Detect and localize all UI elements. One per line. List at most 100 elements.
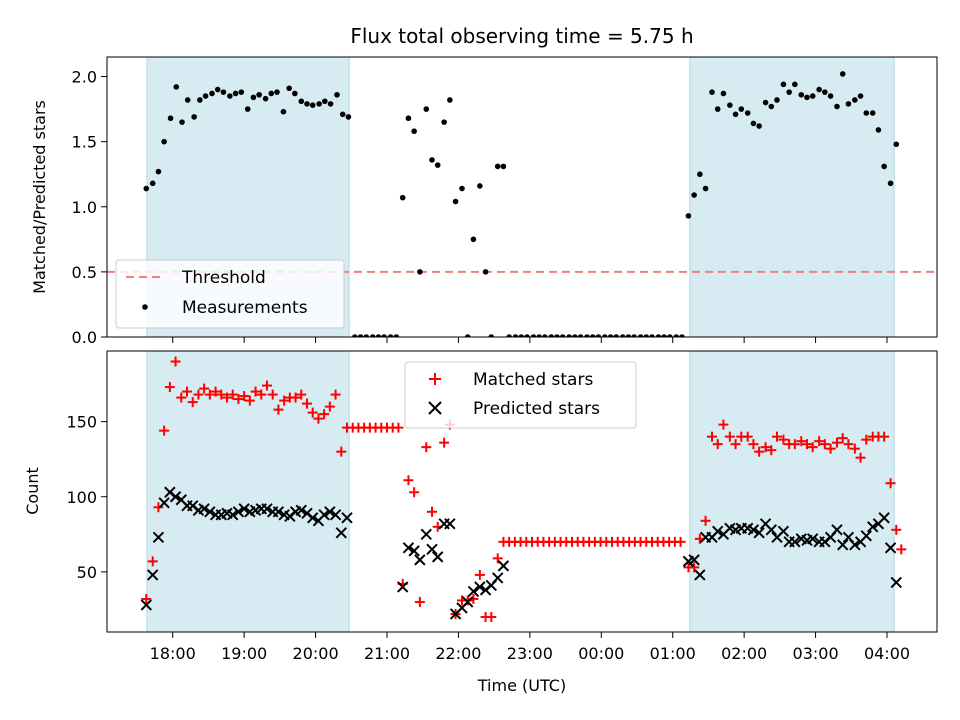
measurement-point — [357, 334, 364, 337]
matched-star-point — [837, 433, 848, 444]
matched-star-point — [700, 515, 711, 526]
measurement-point — [685, 213, 692, 219]
predicted-star-point — [295, 504, 307, 516]
measurement-point — [809, 93, 816, 99]
measurement-point — [613, 334, 620, 337]
measurement-point — [393, 334, 400, 337]
measurement-point — [339, 111, 346, 118]
matched-star-point — [689, 562, 700, 573]
bottom-y-ticks: 50 100 150 — [66, 413, 107, 582]
matched-star-point — [421, 442, 432, 453]
top-observing-windows — [146, 57, 895, 337]
predicted-star-point — [753, 527, 765, 539]
measurement-point — [434, 162, 441, 168]
measurement-point — [566, 334, 572, 337]
matched-star-point — [724, 431, 735, 442]
measurement-point — [411, 128, 417, 135]
matched-star-point — [861, 434, 872, 445]
measurement-point — [161, 138, 167, 145]
measurement-point — [792, 81, 798, 88]
measurement-point — [845, 101, 852, 107]
bottom-y-tick-label: 50 — [77, 563, 97, 582]
bottom-y-axis-label: Count — [23, 467, 42, 515]
matched-star-point — [336, 446, 347, 457]
measurement-point — [875, 127, 882, 133]
matched-star-point — [273, 404, 284, 415]
measurement-point — [309, 102, 316, 108]
measurement-point — [352, 334, 358, 337]
x-tick-label: 21:00 — [364, 644, 410, 663]
x-tick-label: 18:00 — [150, 644, 196, 663]
matched-star-point — [814, 436, 825, 447]
matched-star-point — [409, 487, 420, 498]
top-observing-window-1 — [689, 57, 895, 337]
matched-star-point — [153, 502, 164, 513]
predicted-star-point — [444, 518, 456, 530]
measurement-point — [637, 334, 644, 337]
measurement-point — [417, 269, 423, 275]
predicted-star-point — [789, 536, 801, 548]
predicted-star-point — [147, 569, 159, 581]
measurement-point — [827, 93, 834, 99]
measurement-point — [595, 334, 602, 337]
measurement-point — [798, 91, 805, 98]
measurement-point — [631, 334, 637, 337]
measurement-point — [429, 157, 435, 163]
matched-star-point — [164, 382, 175, 393]
matched-star-point — [279, 395, 290, 406]
matched-star-point — [712, 439, 723, 450]
matched-star-point — [891, 524, 902, 535]
measurement-point — [381, 334, 387, 337]
measurement-point — [459, 185, 465, 192]
predicted-star-point — [414, 554, 426, 566]
matched-star-point — [492, 553, 503, 564]
measurement-point — [197, 97, 203, 103]
measurement-point — [750, 120, 757, 127]
matched-star-point — [159, 425, 170, 436]
matched-star-point — [330, 389, 341, 400]
top-x-ticks — [172, 337, 888, 343]
measurement-point — [488, 334, 495, 337]
measurement-point — [691, 192, 697, 198]
matched-star-point — [403, 475, 414, 486]
measurement-point — [375, 334, 382, 337]
chart-title: Flux total observing time = 5.75 h — [350, 24, 693, 48]
measurement-point — [441, 119, 447, 125]
measurement-point — [786, 89, 792, 95]
measurement-point — [584, 334, 590, 337]
x-tick-label: 04:00 — [864, 644, 910, 663]
measurement-point — [816, 86, 822, 93]
measurement-point — [173, 84, 180, 90]
matched-star-point — [290, 392, 301, 403]
predicted-star-point — [341, 512, 353, 524]
matched-star-point — [807, 442, 818, 453]
matched-star-point — [748, 439, 759, 450]
predicted-star-point — [397, 581, 409, 593]
bottom-y-tick-label: 100 — [66, 488, 97, 507]
measurement-point — [292, 90, 298, 97]
matched-star-point — [319, 409, 330, 420]
measurement-point — [589, 334, 596, 337]
measurement-point — [304, 101, 310, 107]
legend-threshold-label: Threshold — [181, 268, 266, 288]
matched-star-point — [754, 446, 765, 457]
measurement-point — [506, 334, 512, 337]
measurement-point — [447, 97, 453, 103]
matched-star-point — [843, 439, 854, 450]
measurement-point — [256, 91, 262, 98]
predicted-star-point — [890, 576, 902, 589]
top-y-tick-label: 2.0 — [72, 68, 97, 87]
legend-matched-swatch — [429, 373, 441, 385]
measurement-point — [274, 89, 280, 95]
measurement-point — [423, 106, 430, 112]
predicted-star-point — [878, 512, 890, 524]
matched-star-point — [427, 506, 437, 517]
matched-star-point — [239, 391, 250, 402]
legend-predicted-swatch — [428, 401, 442, 415]
measurement-point — [280, 108, 287, 115]
measurement-point — [262, 95, 269, 102]
matched-star-point — [414, 596, 425, 607]
measurement-point — [762, 99, 769, 106]
measurement-point — [250, 94, 257, 101]
